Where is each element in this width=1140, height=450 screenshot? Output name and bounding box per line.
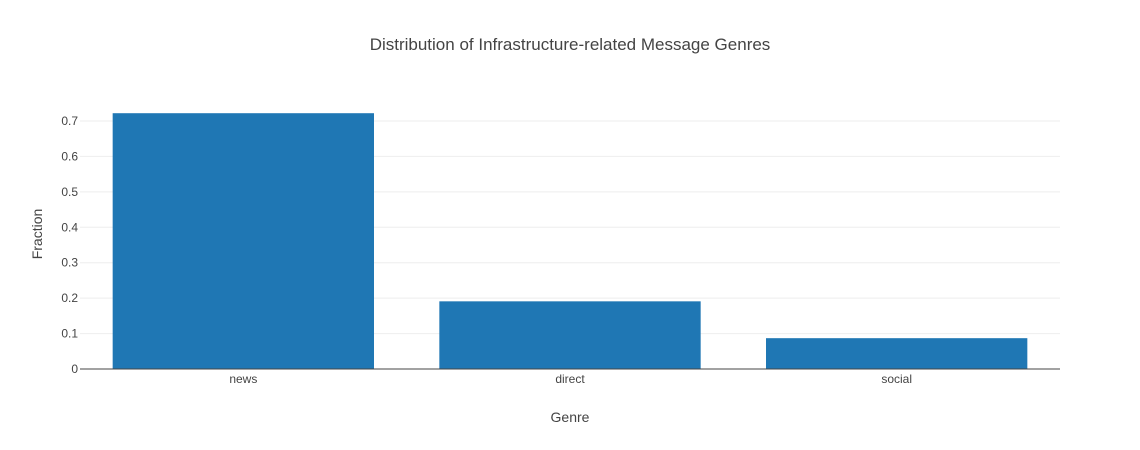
bars <box>112 113 1028 369</box>
y-tick-labels: 0 0.1 0.2 0.3 0.4 0.5 0.6 0.7 <box>61 114 78 376</box>
y-tick-label: 0.6 <box>61 149 78 163</box>
bar-social <box>766 338 1028 369</box>
x-tick-labels: news direct social <box>229 372 912 386</box>
y-tick-label: 0.2 <box>61 291 78 305</box>
y-tick-label: 0.4 <box>61 220 78 234</box>
x-tick-label: direct <box>555 372 585 386</box>
x-axis-title: Genre <box>551 409 590 425</box>
x-tick-label: social <box>881 372 912 386</box>
bar-news <box>112 113 375 369</box>
y-axis-title: Fraction <box>29 209 45 260</box>
y-tick-label: 0 <box>71 362 78 376</box>
chart-title: Distribution of Infrastructure-related M… <box>370 35 771 54</box>
y-tick-label: 0.5 <box>61 185 78 199</box>
y-tick-label: 0.3 <box>61 256 78 270</box>
bar-direct <box>439 301 701 369</box>
y-tick-label: 0.1 <box>61 327 78 341</box>
y-tick-label: 0.7 <box>61 114 78 128</box>
x-tick-label: news <box>229 372 257 386</box>
